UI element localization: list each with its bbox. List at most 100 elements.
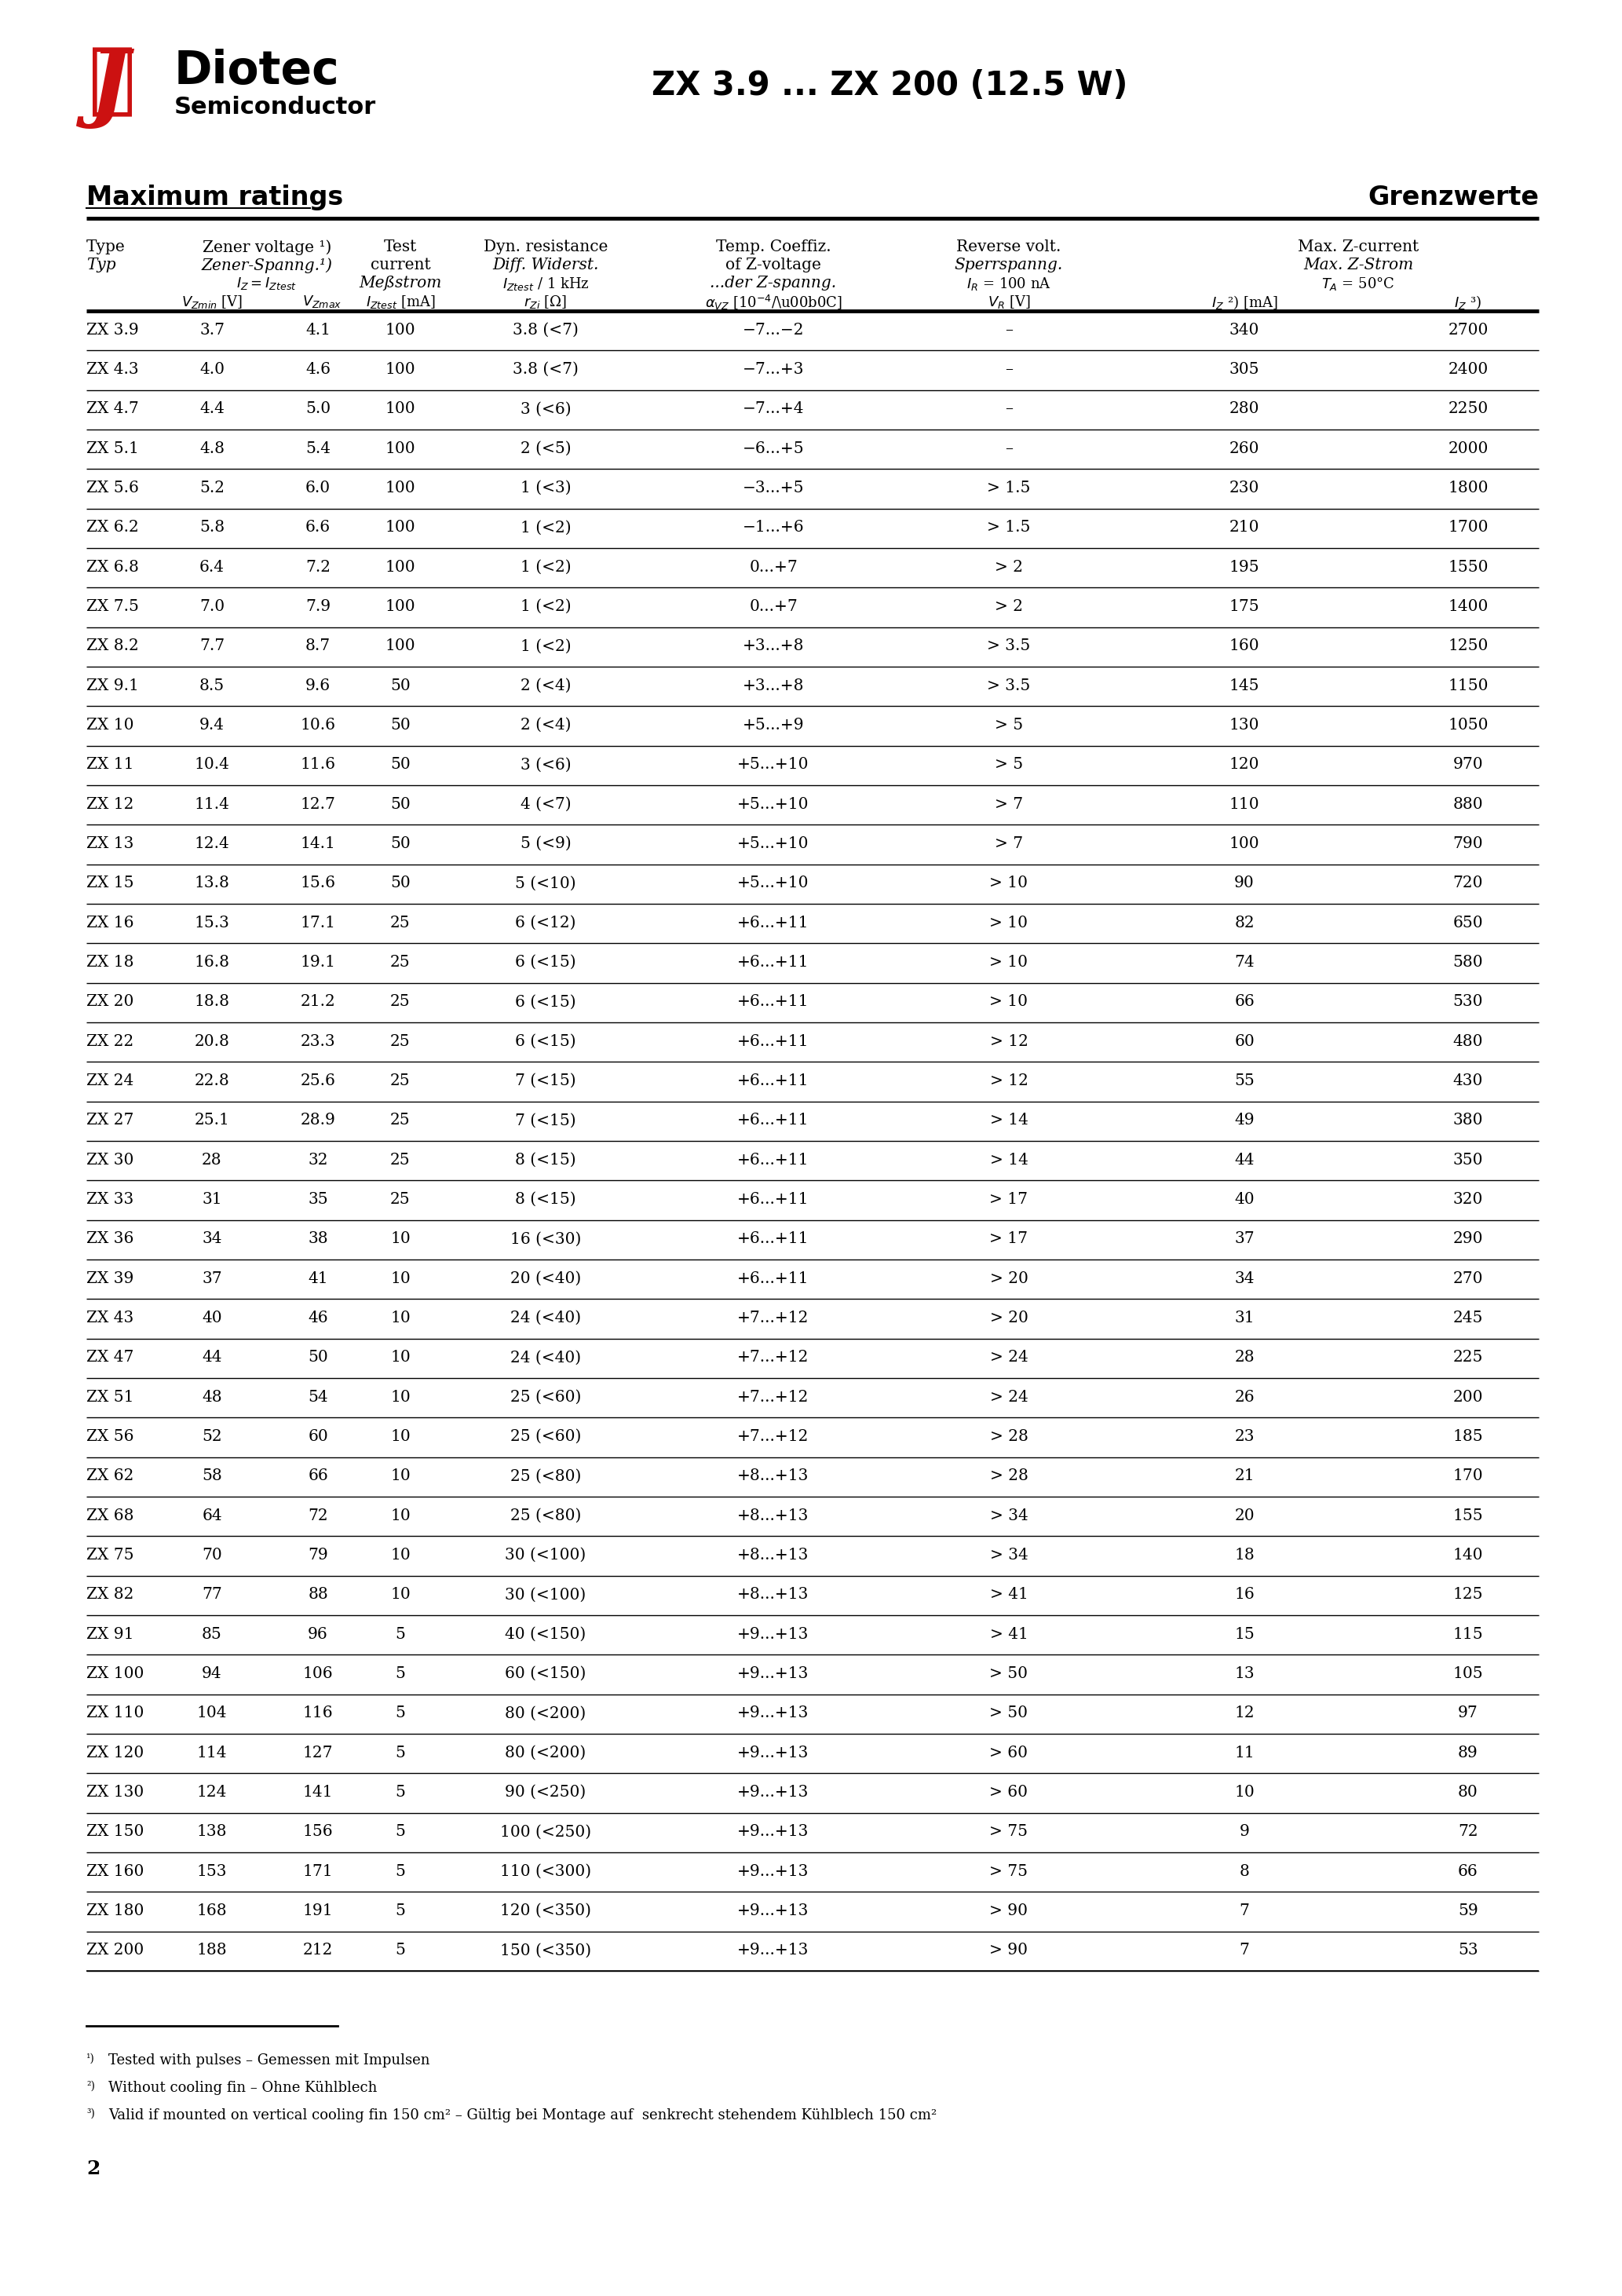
Text: 70: 70: [201, 1548, 222, 1564]
Text: 100: 100: [386, 321, 415, 338]
Text: 12.7: 12.7: [300, 797, 336, 813]
Text: 270: 270: [1453, 1272, 1483, 1286]
Text: > 10: > 10: [989, 994, 1028, 1010]
Text: 50: 50: [391, 836, 410, 852]
Text: Diff. Widerst.: Diff. Widerst.: [493, 257, 599, 273]
Text: +6...+11: +6...+11: [738, 916, 809, 930]
Text: 260: 260: [1229, 441, 1260, 457]
Text: 9.4: 9.4: [200, 719, 224, 732]
Text: 85: 85: [201, 1628, 222, 1642]
Text: +9...+13: +9...+13: [738, 1784, 809, 1800]
Text: 7 (<15): 7 (<15): [516, 1075, 576, 1088]
Text: +5...+9: +5...+9: [743, 719, 805, 732]
Text: 48: 48: [201, 1389, 222, 1405]
Text: ZX 180: ZX 180: [86, 1903, 144, 1917]
Text: 1 (<3): 1 (<3): [521, 480, 571, 496]
Text: ...der Z-spanng.: ...der Z-spanng.: [710, 276, 837, 292]
Text: 880: 880: [1453, 797, 1483, 813]
Text: 1 (<2): 1 (<2): [521, 638, 571, 654]
Text: Valid if mounted on vertical cooling fin 150 cm² – Gültig bei Montage auf  senkr: Valid if mounted on vertical cooling fin…: [109, 2108, 938, 2122]
Text: 97: 97: [1458, 1706, 1478, 1720]
Text: Diotec: Diotec: [174, 48, 339, 94]
Text: 127: 127: [303, 1745, 333, 1761]
Text: 100 (<250): 100 (<250): [500, 1825, 592, 1839]
Text: ZX 30: ZX 30: [86, 1153, 133, 1166]
Text: 100: 100: [386, 638, 415, 654]
Text: 188: 188: [196, 1942, 227, 1958]
Text: > 60: > 60: [989, 1784, 1028, 1800]
Text: 145: 145: [1229, 677, 1260, 693]
Text: 0...+7: 0...+7: [749, 599, 798, 613]
Text: > 20: > 20: [989, 1311, 1028, 1325]
Text: 18: 18: [1234, 1548, 1254, 1564]
Text: 290: 290: [1453, 1231, 1483, 1247]
Text: 100: 100: [1229, 836, 1260, 852]
Text: 5 (<10): 5 (<10): [516, 875, 576, 891]
Text: 100: 100: [386, 363, 415, 377]
Text: 5: 5: [396, 1628, 406, 1642]
Text: 54: 54: [308, 1389, 328, 1405]
Text: 140: 140: [1453, 1548, 1483, 1564]
Text: 40: 40: [201, 1311, 222, 1325]
Text: 13.8: 13.8: [195, 875, 230, 891]
Text: 10: 10: [391, 1350, 410, 1366]
Text: 25 (<80): 25 (<80): [511, 1508, 581, 1522]
Text: 50: 50: [391, 797, 410, 813]
Text: 430: 430: [1453, 1075, 1483, 1088]
Text: 3.8 (<7): 3.8 (<7): [513, 363, 579, 377]
Text: 31: 31: [1234, 1311, 1254, 1325]
Text: ZX 15: ZX 15: [86, 875, 135, 891]
Text: 160: 160: [1229, 638, 1260, 654]
Text: 10: 10: [391, 1389, 410, 1405]
Text: > 60: > 60: [989, 1745, 1028, 1761]
Text: 580: 580: [1453, 955, 1483, 969]
Text: 23: 23: [1234, 1428, 1254, 1444]
Text: Dyn. resistance: Dyn. resistance: [483, 239, 608, 255]
Text: 22.8: 22.8: [195, 1075, 230, 1088]
Text: $T_A$ = 50°C: $T_A$ = 50°C: [1322, 276, 1395, 292]
Text: 11: 11: [1234, 1745, 1254, 1761]
Text: –: –: [1006, 363, 1012, 377]
Text: 50: 50: [391, 719, 410, 732]
Text: 156: 156: [303, 1825, 333, 1839]
Text: 89: 89: [1458, 1745, 1478, 1761]
Text: 3 (<6): 3 (<6): [521, 402, 571, 416]
Text: 340: 340: [1229, 321, 1259, 338]
Text: 5.4: 5.4: [305, 441, 331, 457]
Text: 16 (<30): 16 (<30): [511, 1231, 581, 1247]
Text: 171: 171: [303, 1864, 333, 1878]
Text: –: –: [1006, 441, 1012, 457]
Text: Semiconductor: Semiconductor: [174, 96, 376, 119]
Text: > 17: > 17: [989, 1231, 1028, 1247]
Text: 1 (<2): 1 (<2): [521, 599, 571, 613]
Text: 82: 82: [1234, 916, 1254, 930]
Text: 66: 66: [1234, 994, 1254, 1010]
Text: 5: 5: [396, 1942, 406, 1958]
Text: > 2: > 2: [994, 560, 1023, 574]
Text: 10: 10: [1234, 1784, 1254, 1800]
Text: 191: 191: [303, 1903, 333, 1917]
Text: −3...+5: −3...+5: [743, 480, 805, 496]
Text: +7...+12: +7...+12: [738, 1350, 809, 1366]
Text: +7...+12: +7...+12: [738, 1311, 809, 1325]
Text: +6...+11: +6...+11: [738, 1231, 809, 1247]
Text: 25: 25: [391, 1075, 410, 1088]
Text: 6 (<15): 6 (<15): [516, 994, 576, 1010]
Text: 1 (<2): 1 (<2): [521, 521, 571, 535]
Text: 18.8: 18.8: [195, 994, 230, 1010]
Text: 195: 195: [1229, 560, 1260, 574]
Text: 185: 185: [1453, 1428, 1483, 1444]
Text: 58: 58: [201, 1469, 222, 1483]
Text: > 12: > 12: [989, 1033, 1028, 1049]
Text: +5...+10: +5...+10: [738, 875, 809, 891]
Text: ZX 36: ZX 36: [86, 1231, 133, 1247]
Text: +6...+11: +6...+11: [738, 994, 809, 1010]
Text: 34: 34: [203, 1231, 222, 1247]
Text: 230: 230: [1229, 480, 1259, 496]
Text: +6...+11: +6...+11: [738, 1272, 809, 1286]
Text: > 75: > 75: [989, 1825, 1028, 1839]
Text: > 24: > 24: [989, 1350, 1028, 1366]
Text: 225: 225: [1453, 1350, 1483, 1366]
Text: 9.6: 9.6: [305, 677, 331, 693]
Text: 𝓙: 𝓙: [89, 44, 136, 119]
